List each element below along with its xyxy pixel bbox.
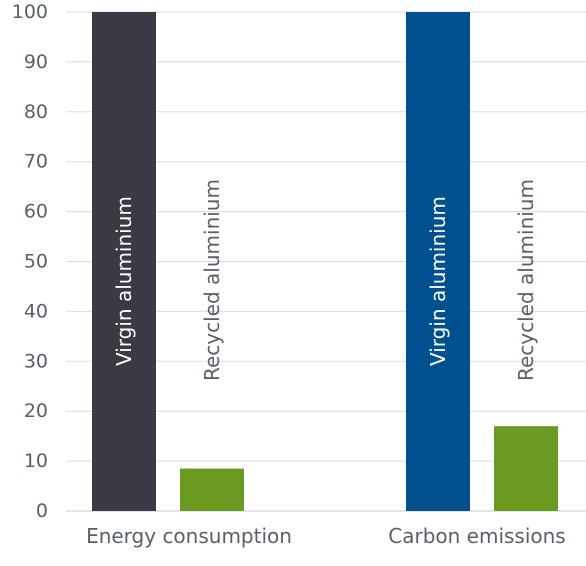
bar-label: Virgin aluminium: [112, 196, 136, 366]
y-tick-label: 60: [24, 201, 48, 223]
y-tick-label: 70: [24, 151, 48, 173]
bar-label: Recycled aluminium: [200, 179, 224, 381]
x-axis-categories: Energy consumption Carbon emissions: [86, 524, 566, 548]
bar-virgin-aluminium: [406, 12, 470, 511]
bar-labels: Virgin aluminium Recycled aluminium Virgin…: [112, 179, 538, 381]
y-tick-label: 50: [24, 251, 48, 273]
y-axis-ticks: 0 10 20 30 40 50 60 70 80 90 100: [12, 1, 48, 522]
y-tick-label: 10: [24, 450, 48, 472]
bar-label: Recycled aluminium: [514, 179, 538, 381]
y-tick-label: 30: [24, 350, 48, 372]
bar-virgin-aluminium: [92, 12, 156, 511]
bar-label: Virgin aluminium: [426, 196, 450, 366]
x-category-label: Energy consumption: [86, 524, 292, 548]
x-category-label: Carbon emissions: [388, 524, 565, 548]
y-tick-label: 80: [24, 101, 48, 123]
y-tick-label: 20: [24, 400, 48, 422]
bars: [92, 12, 558, 511]
bar-recycled-aluminium: [494, 426, 558, 511]
y-tick-label: 90: [24, 51, 48, 73]
bar-recycled-aluminium: [180, 468, 244, 511]
y-tick-label: 100: [12, 1, 48, 23]
y-tick-label: 0: [36, 500, 48, 522]
y-tick-label: 40: [24, 300, 48, 322]
